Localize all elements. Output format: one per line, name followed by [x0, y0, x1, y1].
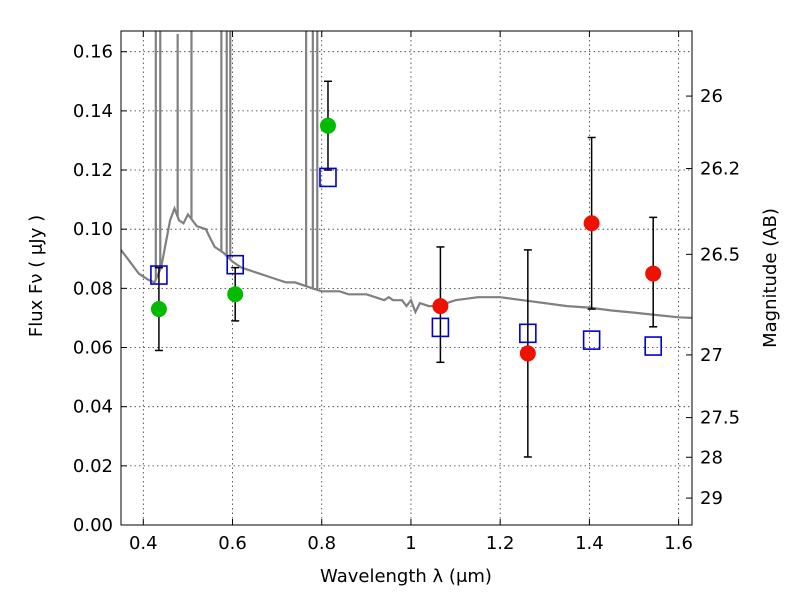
y2-tick-label: 26 [700, 86, 723, 107]
data-point [150, 301, 167, 318]
data-point [432, 298, 449, 315]
y-tick-label: 0.08 [73, 278, 113, 299]
y-axis-title: Flux Fν ( μJy ) [26, 215, 47, 337]
model-point [644, 336, 662, 356]
x-tick-label: 1.2 [486, 533, 515, 554]
y-tick-label: 0.16 [73, 42, 113, 63]
data-point [583, 215, 600, 232]
x-tick-label: 1.6 [664, 533, 693, 554]
spectrum-line [121, 205, 692, 319]
y-axis-ticks: 0.00 0.02 0.04 0.06 0.08 0.10 0.12 0.14 0.16 [73, 42, 127, 536]
x-tick-label: 1.4 [575, 533, 604, 554]
y2-tick-label: 29 [700, 488, 723, 509]
data-point [319, 117, 336, 134]
y-tick-label: 0.04 [73, 397, 113, 418]
x-axis-title: Wavelength λ (μm) [320, 566, 492, 587]
model-spectrum [121, 31, 692, 319]
model-point [431, 317, 450, 338]
y2-tick-label: 28 [700, 447, 723, 468]
plot-frame [120, 30, 693, 526]
model-point [319, 167, 337, 188]
y2-tick-label: 27.5 [700, 408, 740, 429]
x-tick-label: 0.4 [129, 533, 158, 554]
grid [121, 31, 692, 526]
data-point [519, 345, 536, 362]
y2-axis-title: Magnitude (AB) [760, 208, 781, 348]
data-point [227, 286, 244, 303]
x-tick-label: 1 [405, 533, 416, 554]
model-point [582, 330, 601, 350]
y-tick-label: 0.00 [73, 515, 113, 536]
data-point [645, 265, 662, 282]
y-tick-label: 0.10 [73, 219, 113, 240]
y-tick-label: 0.12 [73, 160, 113, 181]
y2-tick-label: 26.2 [700, 159, 740, 180]
y2-tick-label: 26.5 [700, 244, 740, 265]
model-point [519, 323, 537, 344]
x-axis-ticks: 0.4 0.6 0.8 1 1.2 1.4 1.6 [129, 31, 693, 554]
model-point [226, 254, 244, 275]
data-markers [150, 117, 662, 362]
y-tick-label: 0.14 [73, 101, 113, 122]
x-tick-label: 0.8 [307, 533, 336, 554]
y-tick-label: 0.02 [73, 456, 113, 477]
y2-tick-label: 27 [700, 345, 723, 366]
y-tick-label: 0.06 [73, 338, 113, 359]
x-tick-label: 0.6 [218, 533, 247, 554]
y2-axis-ticks: 26 26.2 26.5 27 27.5 28 29 [686, 86, 740, 509]
model-point [150, 265, 168, 285]
